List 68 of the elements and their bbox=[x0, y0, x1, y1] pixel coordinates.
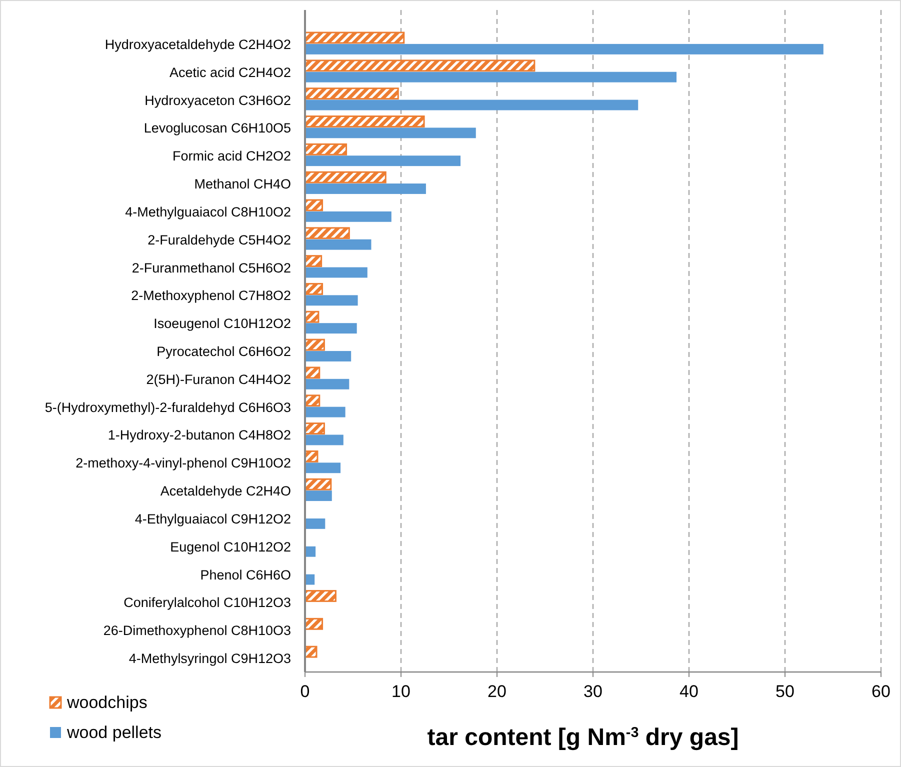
bar bbox=[305, 462, 341, 474]
y-tick-label: Isoeugenol C10H12O2 bbox=[154, 316, 291, 332]
bar bbox=[304, 116, 425, 128]
bar bbox=[305, 128, 476, 138]
y-tick-label: Phenol C6H6O bbox=[200, 567, 291, 582]
y-tick-label: Acetaldehyde C2H4O bbox=[160, 484, 291, 499]
y-tick-label: 4-Methylguaiacol C8H10O2 bbox=[125, 204, 291, 220]
bar bbox=[305, 518, 326, 529]
y-tick-label: 2-Methoxyphenol C7H8O2 bbox=[131, 288, 291, 304]
bar bbox=[305, 323, 357, 334]
bar bbox=[304, 88, 399, 100]
x-axis-title: tar content [g Nm$^{-3}$ dry gas] bbox=[427, 724, 739, 751]
x-tick-label: 10 bbox=[392, 682, 410, 701]
y-tick-label: 4-Methylsyringol C9H12O3 bbox=[128, 651, 291, 666]
bar bbox=[304, 282, 324, 295]
bar bbox=[304, 227, 350, 240]
legend-label: woodchips bbox=[66, 693, 148, 712]
bar bbox=[304, 32, 405, 44]
y-tick-label: Levoglucosan C6H10O5 bbox=[144, 120, 291, 136]
bar bbox=[304, 478, 332, 490]
bar bbox=[304, 255, 322, 268]
bar bbox=[304, 646, 318, 658]
y-tick-label: Hydroxyacetaldehyde C2H4O2 bbox=[104, 36, 291, 52]
legend-label: wood pellets bbox=[66, 723, 162, 742]
bar bbox=[305, 44, 824, 54]
y-tick-label: Eugenol C10H12O2 bbox=[170, 539, 291, 554]
bar bbox=[305, 434, 344, 446]
y-tick-label: Hydroxyaceton C3H6O2 bbox=[144, 92, 291, 108]
y-tick-label: Methanol CH4O bbox=[194, 176, 291, 192]
x-tick-label: 60 bbox=[872, 682, 890, 701]
bar bbox=[305, 239, 372, 250]
x-tick-label: 30 bbox=[584, 682, 602, 701]
y-tick-label: 5-(Hydroxymethyl)-2-furaldehyd C6H6O3 bbox=[44, 400, 291, 415]
y-tick-label: Pyrocatechol C6H6O2 bbox=[156, 344, 291, 359]
bar bbox=[304, 143, 348, 156]
x-tick-label: 20 bbox=[488, 682, 506, 701]
bar bbox=[304, 590, 336, 602]
x-tick-label: 40 bbox=[680, 682, 698, 701]
x-tick-label: 0 bbox=[300, 682, 310, 701]
bar bbox=[304, 60, 536, 72]
y-tick-label: 2-Furanmethanol C5H6O2 bbox=[132, 260, 291, 276]
y-tick-label: 1-Hydroxy-2-butanon C4H8O2 bbox=[108, 428, 291, 443]
y-tick-label: Coniferylalcohol C10H12O3 bbox=[124, 595, 291, 610]
bar bbox=[305, 72, 677, 82]
bar bbox=[305, 351, 352, 362]
bar bbox=[305, 156, 461, 166]
bar bbox=[305, 406, 346, 418]
y-tick-label: 2-Furaldehyde C5H4O2 bbox=[148, 232, 291, 248]
bar bbox=[304, 171, 386, 184]
bar bbox=[305, 490, 332, 502]
bar bbox=[304, 422, 325, 434]
bar bbox=[304, 338, 325, 351]
bar bbox=[305, 211, 392, 222]
bar bbox=[305, 267, 368, 278]
y-tick-label: Formic acid CH2O2 bbox=[172, 148, 291, 164]
bar bbox=[305, 184, 426, 194]
bar bbox=[305, 546, 316, 557]
x-tick-label: 50 bbox=[776, 682, 794, 701]
bar bbox=[304, 618, 324, 630]
bar bbox=[304, 199, 324, 212]
y-tick-label: 4-Ethylguaiacol C9H12O2 bbox=[134, 511, 291, 526]
y-tick-label: 2(5H)-Furanon C4H4O2 bbox=[146, 372, 291, 387]
bar bbox=[305, 378, 350, 390]
bar bbox=[305, 295, 358, 306]
y-tick-label: Acetic acid C2H4O2 bbox=[169, 64, 291, 80]
bar bbox=[305, 100, 638, 110]
y-tick-label: 2-methoxy-4-vinyl-phenol C9H10O2 bbox=[76, 456, 291, 471]
y-tick-label: 26-Dimethoxyphenol C8H10O3 bbox=[103, 623, 291, 638]
